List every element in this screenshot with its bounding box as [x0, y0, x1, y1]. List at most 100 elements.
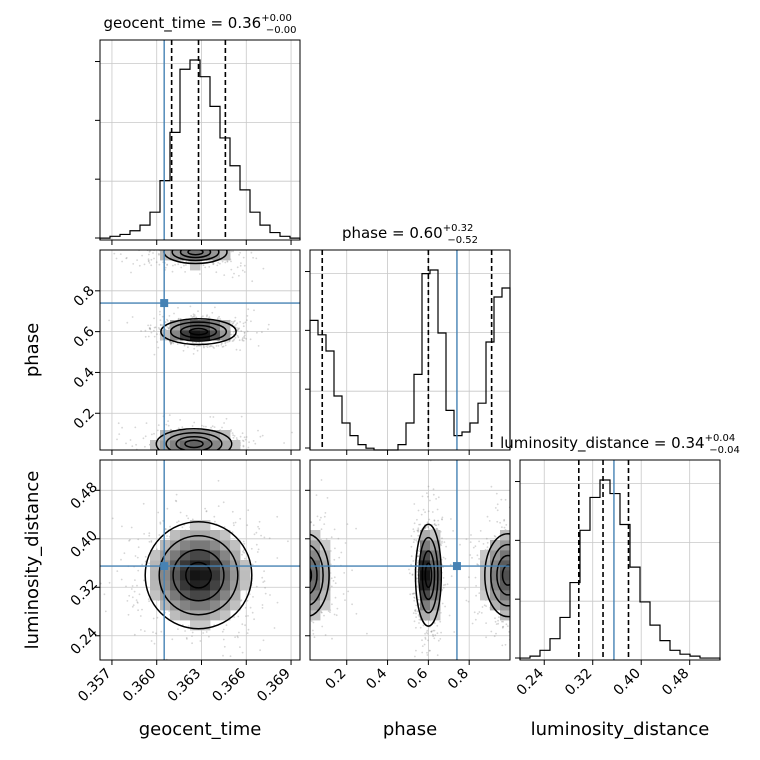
sample-point: [320, 516, 322, 519]
sample-point: [516, 591, 518, 593]
sample-point: [298, 554, 300, 556]
sample-point: [474, 545, 477, 548]
density-cell: [170, 600, 181, 611]
sample-point: [306, 508, 308, 510]
sample-point: [206, 247, 208, 249]
sample-point: [182, 247, 184, 249]
sample-point: [253, 451, 255, 453]
sample-point: [277, 541, 279, 543]
sample-point: [231, 322, 234, 325]
sample-point: [171, 638, 174, 641]
sample-point: [148, 250, 151, 253]
sample-point: [193, 347, 196, 350]
sample-point: [175, 500, 178, 503]
sample-point: [469, 554, 472, 556]
sample-point: [517, 544, 519, 546]
sample-point: [205, 246, 207, 248]
sample-point: [267, 328, 269, 330]
sample-point: [307, 549, 309, 551]
sample-point: [148, 262, 151, 264]
sample-point: [184, 476, 186, 478]
sample-point: [436, 624, 439, 627]
sample-point: [285, 589, 287, 591]
density-cell: [240, 580, 251, 591]
sample-point: [500, 498, 503, 501]
sample-point: [239, 471, 241, 473]
sample-point: [305, 511, 307, 513]
sample-point: [158, 247, 160, 249]
sample-point: [166, 456, 168, 458]
sample-point: [167, 327, 170, 330]
sample-point: [148, 326, 151, 329]
sample-point: [130, 588, 133, 590]
sample-point: [528, 588, 530, 590]
sample-point: [513, 569, 515, 571]
density-cell: [200, 520, 211, 531]
sample-point: [196, 241, 198, 243]
sample-point: [144, 329, 147, 332]
sample-point: [430, 630, 433, 633]
sample-point: [501, 644, 504, 647]
sample-point: [295, 514, 297, 516]
sample-point: [448, 614, 451, 617]
sample-point: [301, 581, 303, 583]
sample-point: [251, 280, 254, 283]
sample-point: [181, 426, 184, 429]
sample-point: [521, 555, 523, 557]
sample-point: [450, 575, 453, 578]
sample-point: [131, 445, 134, 448]
sample-point: [444, 605, 446, 608]
sample-point: [496, 520, 499, 523]
sample-point: [412, 592, 415, 595]
sample-point: [232, 454, 234, 456]
sample-point: [421, 639, 423, 642]
sample-point: [281, 563, 283, 565]
sample-point: [263, 533, 265, 535]
contour-0-0: [424, 562, 433, 589]
sample-point: [293, 576, 295, 578]
sample-point: [324, 512, 327, 514]
sample-point: [287, 621, 289, 623]
sample-point: [178, 464, 180, 466]
sample-point: [236, 327, 239, 329]
density-cell: [220, 580, 231, 591]
sample-point: [255, 543, 258, 546]
sample-point: [516, 536, 518, 538]
sample-point: [204, 507, 207, 510]
hist-panel-geocent_time: [99, 40, 301, 240]
sample-point: [263, 529, 265, 531]
density-cell: [170, 330, 181, 341]
sample-point: [240, 236, 242, 238]
sample-point: [279, 551, 281, 553]
sample-point: [533, 615, 535, 617]
sample-point: [158, 534, 161, 536]
sample-point: [273, 530, 275, 532]
sample-point: [277, 548, 279, 550]
sample-point: [528, 579, 530, 581]
sample-point: [191, 247, 193, 249]
sample-point: [226, 260, 229, 263]
sample-point: [297, 560, 299, 562]
sample-point: [513, 609, 515, 611]
sample-point: [148, 260, 150, 262]
sample-point: [202, 345, 205, 348]
density-cell: [200, 430, 211, 441]
sample-point: [346, 523, 349, 525]
sample-point: [257, 345, 260, 347]
density-cell: [430, 590, 441, 601]
density-cell: [220, 560, 231, 571]
sample-point: [169, 243, 171, 245]
density-cell: [500, 560, 510, 571]
sample-point: [138, 593, 141, 596]
sample-point: [194, 464, 196, 466]
sample-point: [276, 577, 278, 579]
sample-point: [261, 576, 264, 579]
sample-point: [261, 331, 263, 334]
sample-point: [128, 539, 131, 542]
density-cell: [170, 320, 181, 331]
sample-point: [431, 511, 434, 513]
sample-point: [333, 528, 336, 531]
sample-point: [411, 574, 414, 576]
sample-point: [429, 528, 431, 530]
sample-point: [530, 588, 532, 590]
